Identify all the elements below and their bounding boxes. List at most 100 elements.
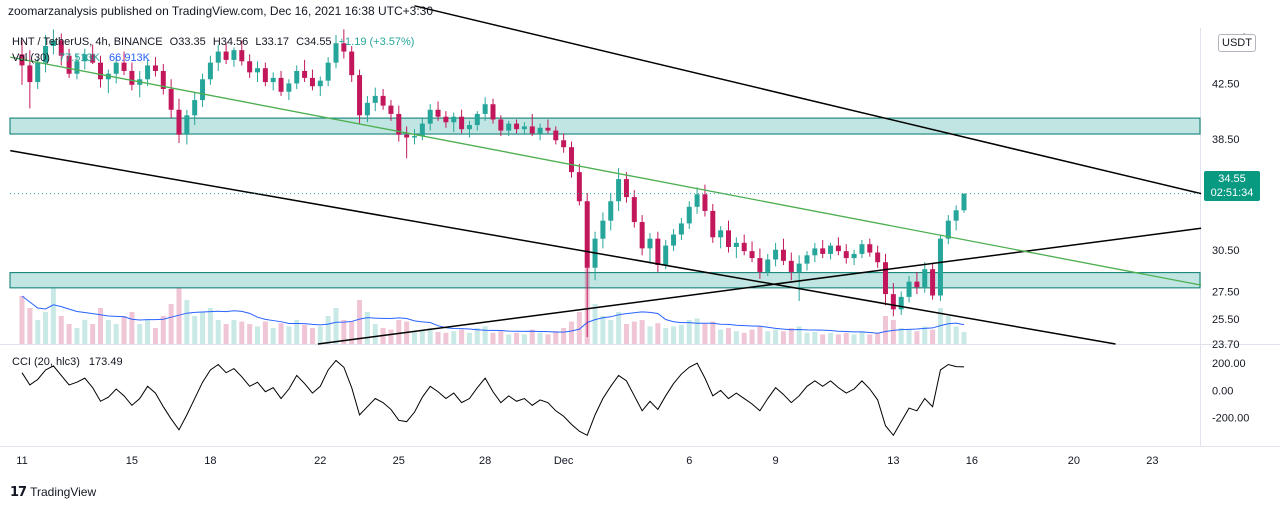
candle[interactable] <box>796 255 802 302</box>
candle[interactable] <box>66 48 72 78</box>
candle[interactable] <box>835 237 841 256</box>
candle[interactable] <box>569 141 574 178</box>
candle[interactable] <box>349 46 355 83</box>
candle[interactable] <box>671 228 677 252</box>
candle[interactable] <box>875 245 881 268</box>
candle[interactable] <box>498 115 504 137</box>
candle[interactable] <box>710 204 716 243</box>
candle[interactable] <box>616 167 622 211</box>
candle[interactable] <box>207 55 213 85</box>
candle[interactable] <box>200 73 206 107</box>
candle[interactable] <box>561 133 567 153</box>
candle[interactable] <box>961 193 967 213</box>
candle[interactable] <box>357 69 363 124</box>
candle[interactable] <box>27 50 33 109</box>
candle[interactable] <box>584 192 590 338</box>
candle[interactable] <box>427 104 433 131</box>
candle[interactable] <box>435 101 441 121</box>
candle[interactable] <box>98 55 103 88</box>
candle[interactable] <box>820 240 826 259</box>
candle[interactable] <box>694 187 700 214</box>
upper-channel-line[interactable] <box>414 5 1202 195</box>
candle[interactable] <box>773 242 779 267</box>
candle[interactable] <box>639 215 645 256</box>
candle[interactable] <box>741 234 747 256</box>
candle[interactable] <box>867 238 873 257</box>
candle[interactable] <box>35 58 41 89</box>
candle[interactable] <box>113 57 119 84</box>
candle[interactable] <box>521 122 527 135</box>
candle[interactable] <box>553 126 559 145</box>
candle[interactable] <box>129 62 135 91</box>
candle[interactable] <box>231 47 237 67</box>
candle[interactable] <box>537 123 543 141</box>
candle[interactable] <box>757 248 763 279</box>
candle[interactable] <box>812 242 818 263</box>
candle[interactable] <box>945 215 951 245</box>
candle[interactable] <box>953 205 959 231</box>
candle[interactable] <box>678 217 684 241</box>
footer-brand[interactable]: 𝟭𝟳 TradingView <box>10 484 96 500</box>
candle[interactable] <box>726 220 731 253</box>
candle[interactable] <box>333 34 339 69</box>
candle[interactable] <box>623 172 629 203</box>
candle[interactable] <box>655 231 661 272</box>
candle[interactable] <box>160 64 166 95</box>
candle[interactable] <box>176 98 182 144</box>
candle[interactable] <box>914 271 920 295</box>
candle[interactable] <box>718 226 724 249</box>
candle[interactable] <box>412 129 417 145</box>
candle[interactable] <box>286 79 292 101</box>
candle[interactable] <box>890 283 896 317</box>
candle[interactable] <box>90 44 96 65</box>
candle[interactable] <box>514 119 520 134</box>
candle[interactable] <box>937 234 943 302</box>
candle[interactable] <box>843 244 849 264</box>
candle[interactable] <box>686 201 692 229</box>
candle[interactable] <box>663 240 669 270</box>
candle[interactable] <box>74 54 80 80</box>
legend-symbol-row[interactable]: HNT / TetherUS, 4h, BINANCE O33.35 H34.5… <box>12 36 414 48</box>
candle[interactable] <box>883 253 888 306</box>
candle[interactable] <box>192 91 198 126</box>
candle[interactable] <box>145 59 151 87</box>
candle[interactable] <box>372 87 378 112</box>
candle[interactable] <box>788 252 794 281</box>
candle[interactable] <box>262 62 268 87</box>
candle[interactable] <box>302 59 308 83</box>
candle[interactable] <box>58 33 64 66</box>
candle[interactable] <box>466 120 472 138</box>
candle[interactable] <box>647 233 653 264</box>
candle[interactable] <box>474 111 480 131</box>
main-pane[interactable] <box>10 28 1200 344</box>
candle[interactable] <box>451 112 457 132</box>
legend-cci-row[interactable]: CCI (20, hlc3) 173.49 <box>12 356 123 368</box>
candle[interactable] <box>364 95 370 123</box>
candle[interactable] <box>608 192 614 231</box>
candle[interactable] <box>380 88 386 110</box>
candle[interactable] <box>255 61 260 83</box>
candle[interactable] <box>600 212 606 249</box>
candle[interactable] <box>804 251 810 271</box>
candle[interactable] <box>443 111 449 128</box>
lower-channel-line[interactable] <box>10 149 1116 345</box>
candle[interactable] <box>529 113 535 137</box>
candle[interactable] <box>851 249 857 265</box>
candle[interactable] <box>922 262 928 293</box>
candle[interactable] <box>223 43 229 65</box>
candle[interactable] <box>152 57 158 77</box>
candle[interactable] <box>270 72 276 91</box>
candle[interactable] <box>50 29 56 55</box>
candle[interactable] <box>317 76 323 96</box>
candle[interactable] <box>239 40 245 66</box>
candle[interactable] <box>396 105 402 142</box>
candle[interactable] <box>765 253 771 277</box>
candle[interactable] <box>631 190 637 228</box>
candle[interactable] <box>459 109 465 134</box>
candle[interactable] <box>780 238 786 265</box>
candle[interactable] <box>82 48 88 70</box>
candle[interactable] <box>859 240 865 259</box>
candle[interactable] <box>278 70 284 96</box>
candle[interactable] <box>247 54 253 78</box>
